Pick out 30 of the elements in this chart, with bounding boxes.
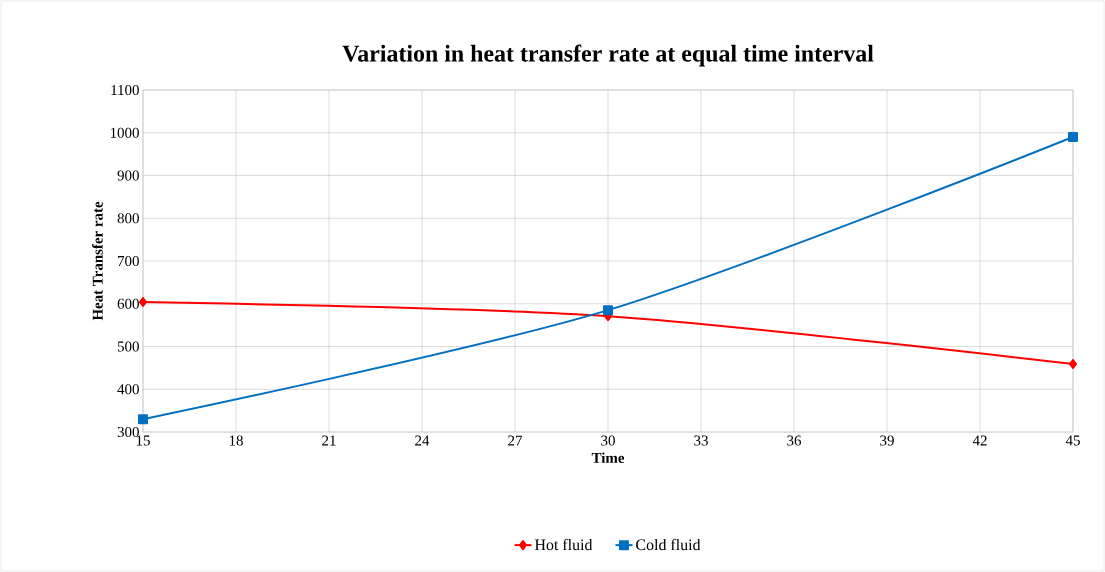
point — [1069, 359, 1077, 370]
chart-title: Variation in heat transfer rate at equal time interval — [342, 44, 874, 67]
x-tick-label: 45 — [1065, 435, 1080, 446]
legend-label: Cold fluid — [636, 538, 701, 551]
y-tick-label: 300 — [117, 426, 139, 438]
x-axis-title: Time — [591, 452, 625, 463]
x-tick-label: 24 — [415, 435, 430, 446]
x-tick-label: 21 — [322, 435, 336, 446]
point — [139, 297, 147, 308]
point — [138, 414, 148, 425]
x-tick-label: 15 — [136, 435, 150, 446]
x-tick-label: 42 — [972, 435, 987, 446]
y-tick-label: 1000 — [110, 127, 139, 138]
y-tick-label: 900 — [117, 170, 139, 181]
y-tick-label: 400 — [117, 384, 139, 395]
y-tick-label: 800 — [117, 213, 139, 224]
y-tick-label: 700 — [118, 255, 139, 267]
legend-label: Hot fluid — [534, 538, 593, 551]
point — [603, 305, 613, 316]
y-tick-label: 600 — [117, 298, 139, 309]
x-tick-label: 39 — [880, 435, 894, 446]
x-tick-label: 30 — [601, 435, 615, 446]
y-axis-title: Heat Transfer rate — [92, 201, 103, 321]
x-tick-label: 27 — [508, 435, 523, 446]
x-tick-label: 18 — [229, 435, 243, 446]
y-tick-label: 500 — [117, 341, 139, 352]
y-tick-label: 1100 — [111, 84, 139, 96]
x-tick-label: 36 — [787, 435, 802, 446]
x-tick-label: 33 — [694, 435, 708, 446]
point — [1068, 132, 1078, 143]
